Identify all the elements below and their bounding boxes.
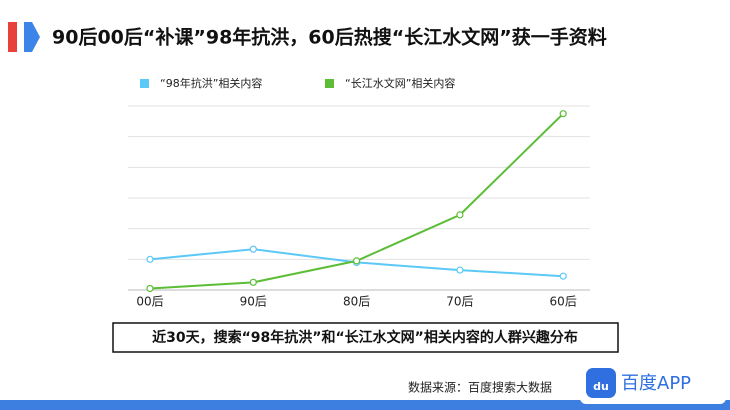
point <box>456 211 464 219</box>
point <box>559 272 567 280</box>
logo-text: 百度APP <box>621 373 691 394</box>
title: 90后00后“补课”98年抗洪，60后热搜“长江水文网”获一手资料 <box>52 26 607 49</box>
logo-icon <box>586 368 616 398</box>
caption-box <box>112 322 619 353</box>
legend-swatch <box>325 79 334 88</box>
point <box>559 110 567 118</box>
source: 数据来源：百度搜索大数据 <box>408 380 552 395</box>
logo-icon-text: du <box>593 380 609 393</box>
x-tick-label: 80后 <box>343 295 370 309</box>
point <box>249 245 257 253</box>
point <box>249 278 257 286</box>
accent-arrow <box>24 22 40 52</box>
point <box>456 266 464 274</box>
point <box>353 257 361 265</box>
x-tick-label: 70后 <box>446 295 473 309</box>
legend-swatch <box>140 79 149 88</box>
point <box>146 255 154 263</box>
x-tick-label: 60后 <box>550 295 577 309</box>
point <box>146 284 154 293</box>
x-tick-label: 90后 <box>240 295 267 309</box>
logo-bg <box>580 364 726 404</box>
legend-label: “长江水文网”相关内容 <box>345 76 455 90</box>
x-tick-label: 00后 <box>136 295 163 309</box>
bottom-strip <box>0 400 730 410</box>
accent-bar <box>8 22 17 52</box>
caption: 近30天，搜索“98年抗洪”和“长江水文网”相关内容的人群兴趣分布 <box>152 329 578 346</box>
legend-label: “98年抗洪”相关内容 <box>160 76 262 90</box>
